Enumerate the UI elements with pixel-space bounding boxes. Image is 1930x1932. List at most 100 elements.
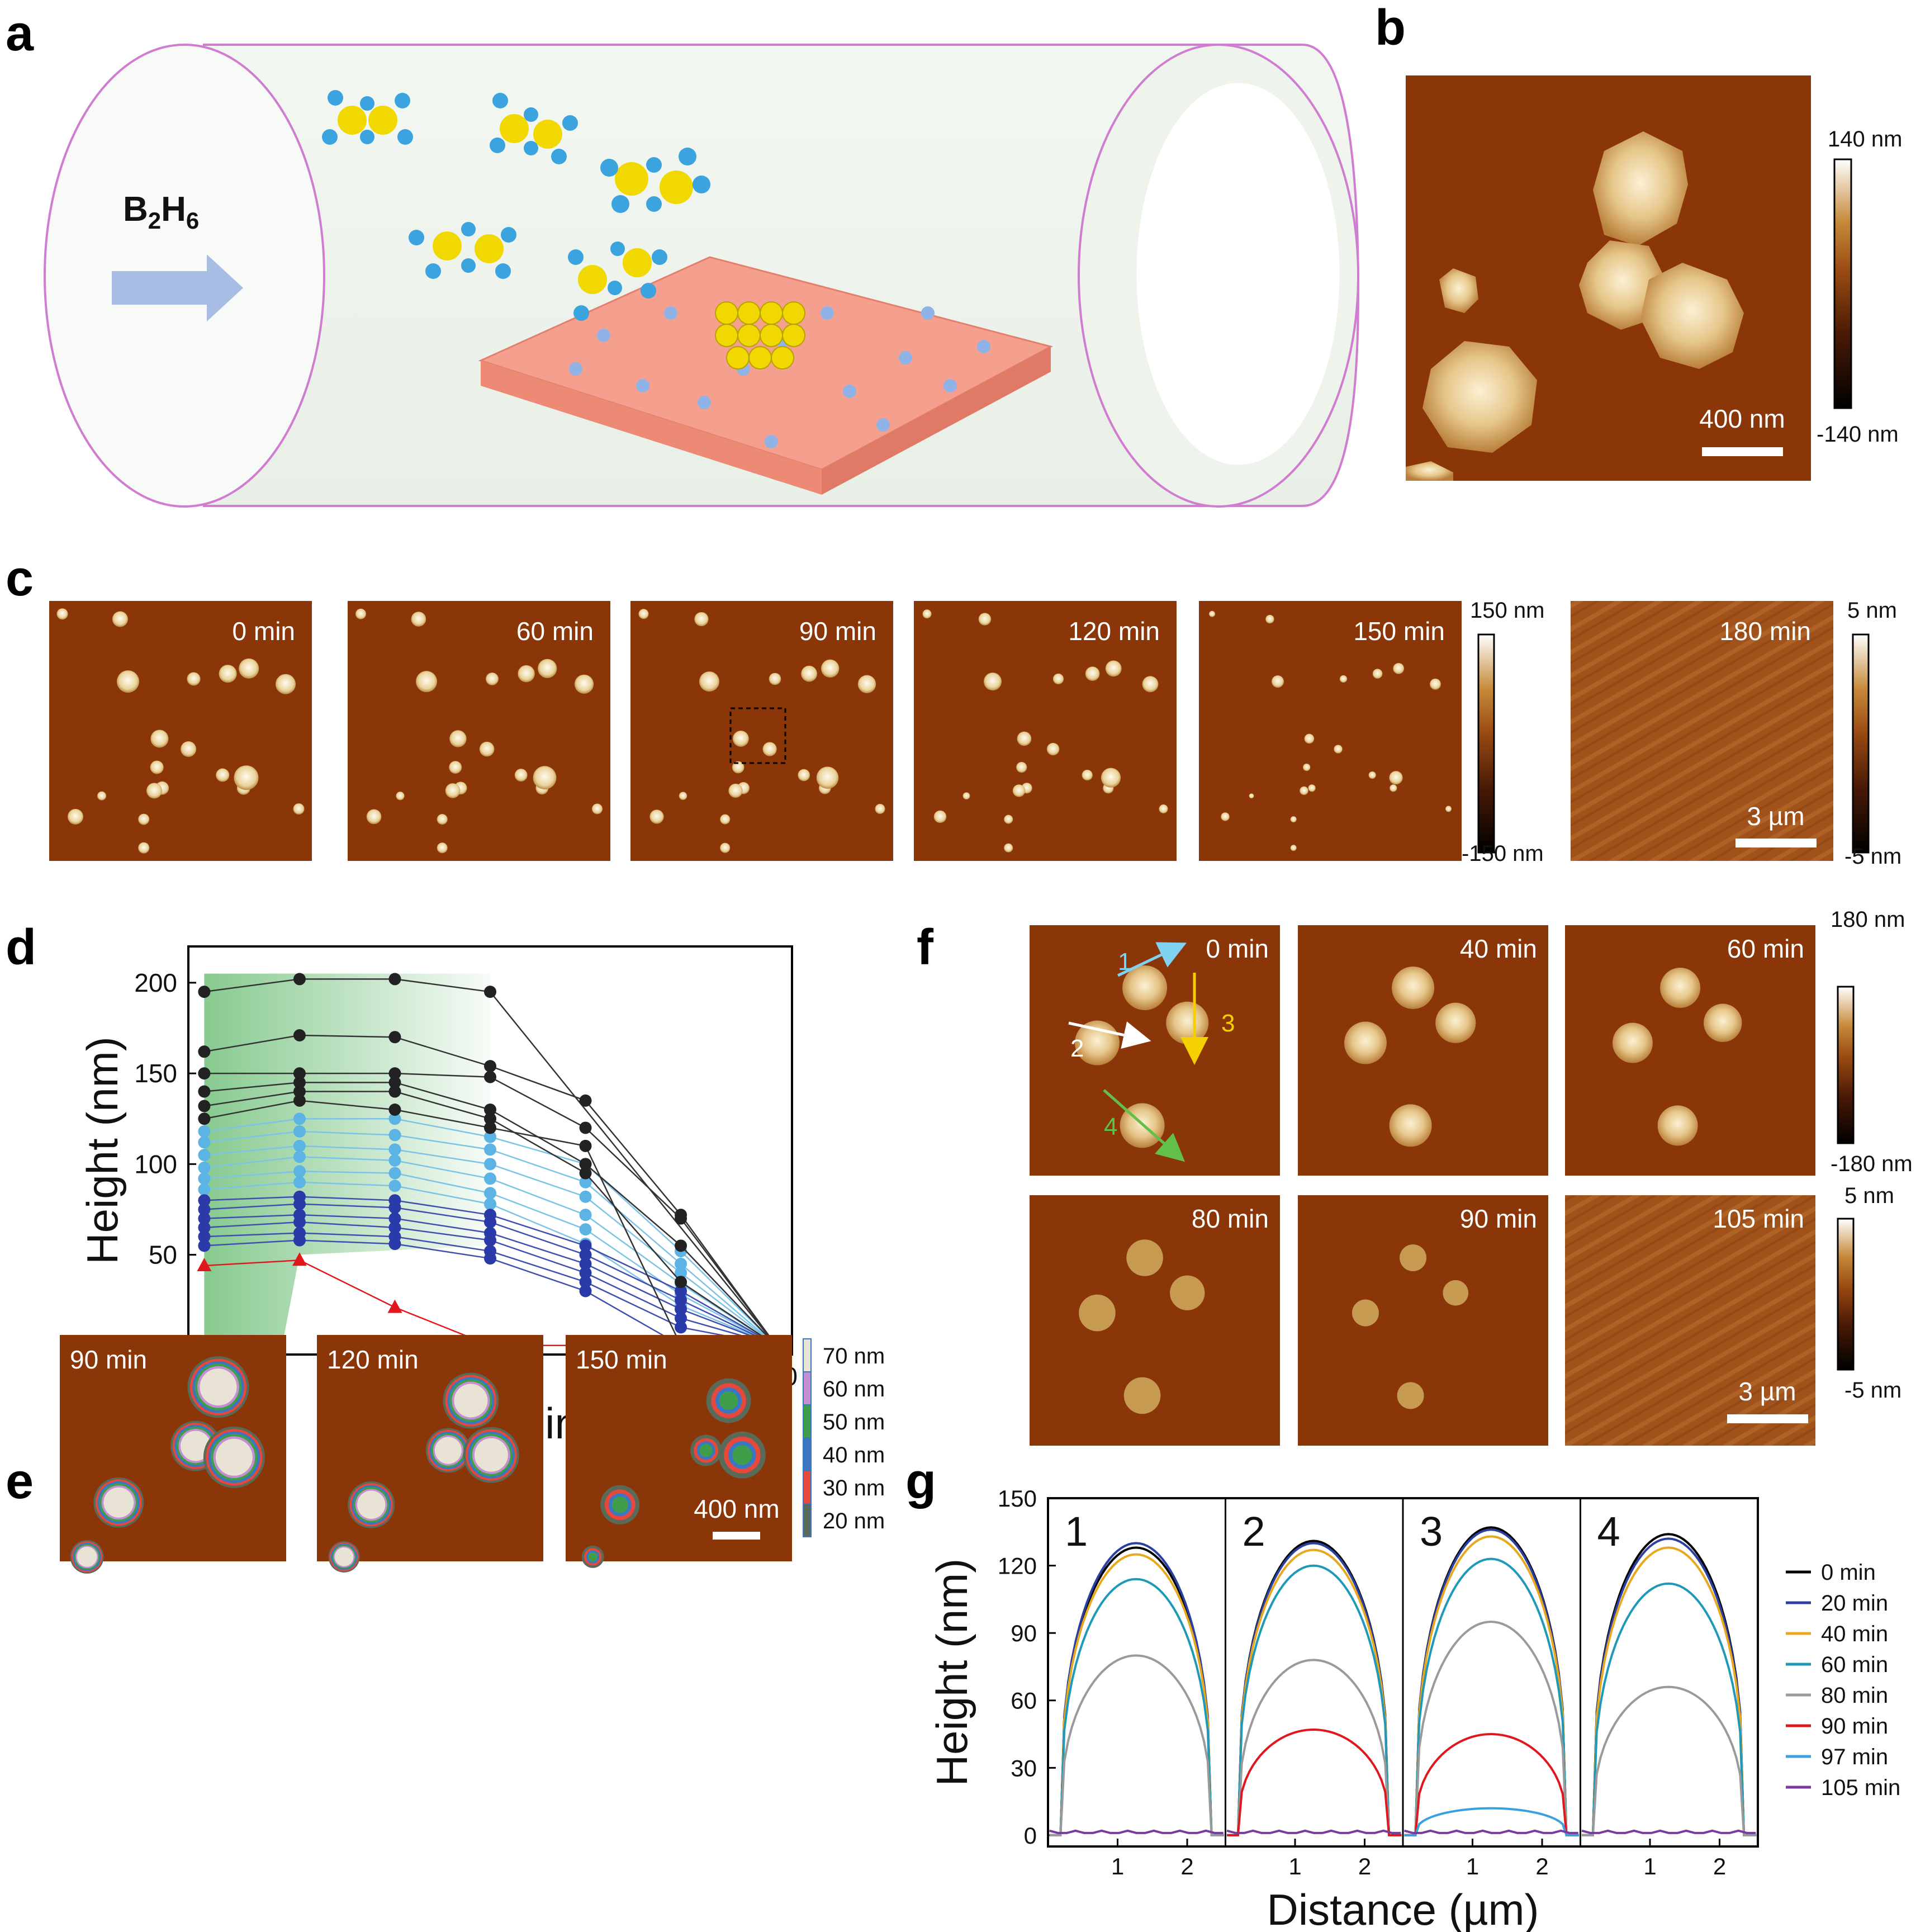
panel-b-cbar-max: 140 nm: [1828, 127, 1902, 151]
profile-curve: [1049, 1542, 1225, 1836]
particle-dot: [1085, 666, 1100, 681]
panel-f-cbar2-max: 5 nm: [1844, 1183, 1894, 1208]
particle-dot: [445, 783, 461, 798]
legend-label: 20 min: [1821, 1591, 1888, 1616]
y-tick-label: 150: [998, 1485, 1037, 1512]
panel-c-afm-frame: [630, 601, 893, 861]
particle-dot: [1339, 675, 1348, 683]
particle-dot: [1016, 762, 1027, 773]
panel-f-cbar1-min: -180 nm: [1831, 1152, 1913, 1176]
contour-ring: [732, 1445, 752, 1465]
panel-e-legend-swatch: [803, 1470, 812, 1504]
dark-blue-series-marker: [675, 1321, 687, 1334]
profile-label-3: 3: [1221, 1010, 1235, 1037]
profile-curve: [1049, 1654, 1225, 1836]
particle-dot: [146, 783, 162, 799]
dark-blue-series-marker: [675, 1312, 687, 1325]
black-series-marker: [198, 1045, 211, 1058]
y-tick-label: 50: [149, 1240, 177, 1270]
particle-dot: [1052, 673, 1064, 685]
dark-blue-series-marker: [579, 1276, 592, 1289]
panel-e-legend-label: 20 nm: [823, 1509, 885, 1533]
particle-dot: [978, 613, 992, 626]
particle-dot: [962, 792, 970, 800]
panel-f-scalebar-label: 3 µm: [1738, 1377, 1796, 1406]
particle-dot: [1430, 678, 1441, 690]
panel-label-b: b: [1375, 0, 1406, 56]
light-blue-series-marker: [293, 1125, 306, 1138]
light-blue-series-marker: [484, 1197, 496, 1210]
particle-dot: [1166, 1001, 1209, 1044]
profile-baseline: [1049, 1829, 1224, 1834]
red-series-marker: [292, 1252, 307, 1266]
particle-dot: [449, 730, 467, 747]
black-series-marker: [579, 1094, 592, 1107]
particle-dot: [1290, 816, 1297, 823]
particle-dot: [1290, 845, 1297, 851]
black-series-marker: [198, 1100, 211, 1112]
particle-dot: [1101, 768, 1121, 788]
dark-blue-series-marker: [198, 1230, 211, 1243]
panel-f-afm-frame: [1298, 1195, 1548, 1446]
light-blue-series-marker: [675, 1267, 687, 1279]
profile-curve: [1226, 1564, 1402, 1836]
panel-e-scalebar: [713, 1532, 760, 1540]
particle-dot: [479, 741, 495, 757]
x-tick-label: 2: [1713, 1853, 1726, 1879]
profile-baseline: [1581, 1829, 1756, 1834]
particle-dot: [437, 842, 448, 854]
legend-label: 90 min: [1821, 1714, 1888, 1739]
light-blue-series-marker: [579, 1190, 592, 1203]
light-blue-series-marker: [293, 1112, 306, 1125]
red-series-marker: [387, 1299, 402, 1313]
black-series-marker: [484, 1121, 496, 1134]
particle-dot: [437, 814, 448, 825]
legend-label: 0 min: [1821, 1560, 1876, 1585]
particle-dot: [1159, 804, 1168, 813]
panel-f-scalebar: [1727, 1414, 1808, 1423]
particle-dot: [694, 612, 709, 627]
panel-c-time-label: 150 min: [1353, 617, 1445, 646]
particle-dot: [1308, 784, 1316, 792]
light-blue-series-marker: [484, 1187, 496, 1200]
legend-label: 80 min: [1821, 1683, 1888, 1708]
contour-ring: [200, 1368, 237, 1406]
particle-dot: [1209, 610, 1215, 617]
dark-blue-series-marker: [198, 1203, 211, 1216]
profile-curve: [1049, 1553, 1225, 1836]
black-series-marker: [198, 1112, 211, 1125]
dark-blue-series-marker: [675, 1294, 687, 1306]
profile-curve: [1581, 1537, 1757, 1836]
contour-ring: [357, 1490, 386, 1519]
black-series-marker: [579, 1121, 592, 1134]
profile-arrow-4: [1103, 1089, 1185, 1162]
panel-c-colorbar-2: [1852, 633, 1870, 854]
profile-label-2: 2: [1070, 1035, 1084, 1062]
panel-f-cbar2-min: -5 nm: [1844, 1378, 1901, 1403]
substrate-blue-atoms: [569, 306, 990, 448]
particle-dot: [728, 783, 743, 798]
dark-blue-series-marker: [579, 1285, 592, 1298]
particle-dot: [1126, 1239, 1163, 1276]
profile-curve: [1404, 1557, 1580, 1836]
panel-f-afm-frame: [1565, 1195, 1815, 1446]
dark-blue-series-marker: [579, 1239, 592, 1252]
panel-a-reactor: B2H6: [44, 44, 1360, 508]
dark-blue-series-marker: [293, 1216, 306, 1229]
particle-dot: [1352, 1299, 1379, 1327]
particle-dot: [762, 742, 777, 756]
black-series-marker: [484, 1071, 496, 1083]
particle-dot: [538, 659, 557, 678]
particle-dot: [1004, 843, 1013, 853]
particle-dot: [821, 659, 840, 678]
particle-dot: [138, 842, 150, 854]
particle-dot: [416, 671, 437, 693]
particle-dot: [1397, 1382, 1424, 1409]
x-tick-label: 2: [1358, 1853, 1371, 1879]
particle-dot: [769, 673, 781, 685]
particle-dot: [922, 609, 932, 619]
profile-curve: [1404, 1621, 1580, 1836]
gas-label: B2H6: [123, 190, 199, 234]
